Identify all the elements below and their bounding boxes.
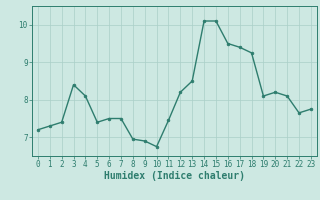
X-axis label: Humidex (Indice chaleur): Humidex (Indice chaleur) (104, 171, 245, 181)
